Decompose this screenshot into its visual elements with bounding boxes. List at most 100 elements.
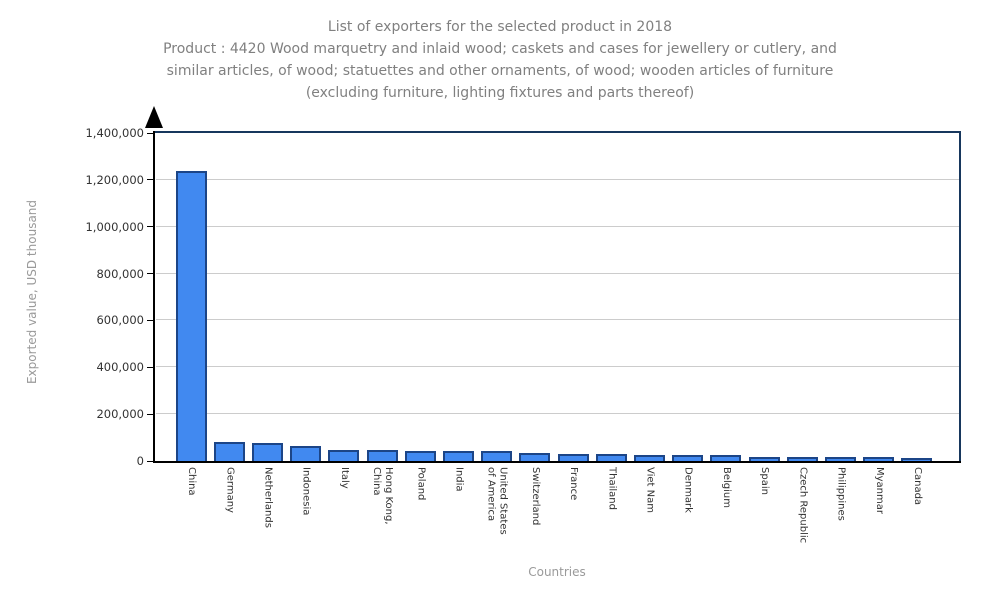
x-axis-line xyxy=(153,461,961,463)
bar xyxy=(213,441,245,461)
bar xyxy=(175,171,207,461)
bar xyxy=(481,451,513,461)
x-category-label: Indonesia xyxy=(300,467,312,516)
bar-slot xyxy=(821,133,859,461)
gridline xyxy=(156,366,959,368)
bar-slot xyxy=(516,133,554,461)
plot-border-top xyxy=(153,131,961,133)
x-category-label: China xyxy=(186,467,198,496)
gridline xyxy=(156,413,959,415)
x-category-label: Germany xyxy=(224,467,236,513)
bar-slot xyxy=(287,133,325,461)
x-label-slot: Canada xyxy=(898,467,936,505)
chart-subtitle-line: similar articles, of wood; statuettes an… xyxy=(166,63,834,79)
x-category-label: Hong Kong, China xyxy=(371,467,395,525)
y-tick-mark xyxy=(147,226,154,228)
y-tick-mark xyxy=(147,179,154,181)
x-label-slot: India xyxy=(439,467,477,492)
x-category-label: Netherlands xyxy=(262,467,274,528)
y-axis-ticks: 0 200,000 400,000 600,000 800,000 1,000,000 1,… xyxy=(0,0,156,600)
bar-slot xyxy=(669,133,707,461)
bar xyxy=(672,455,704,461)
y-tick-label: 1,200,000 xyxy=(85,172,144,187)
bar xyxy=(557,453,589,461)
bar xyxy=(710,455,742,461)
bar xyxy=(634,454,666,461)
bar-slot xyxy=(439,133,477,461)
bar xyxy=(825,457,857,461)
gridline xyxy=(156,272,959,274)
bar-slot xyxy=(707,133,745,461)
x-category-label: Italy xyxy=(338,467,350,489)
x-label-slot: Hong Kong, China xyxy=(363,467,401,525)
y-axis-arrow-icon xyxy=(145,106,163,128)
chart-subtitle-line: (excluding furniture, lighting fixtures … xyxy=(305,85,695,101)
bar-slot xyxy=(898,133,936,461)
x-label-slot: Thailand xyxy=(592,467,630,510)
bar-slot xyxy=(363,133,401,461)
chart-title: List of exporters for the selected produ… xyxy=(327,19,673,35)
y-tick-mark xyxy=(147,319,154,321)
x-label-slot: United States of America xyxy=(478,467,516,535)
bar-slot xyxy=(325,133,363,461)
x-label-slot: Spain xyxy=(745,467,783,495)
y-tick-mark xyxy=(147,273,154,275)
y-axis-title: Exported value, USD thousand xyxy=(25,199,39,385)
bar-slot xyxy=(860,133,898,461)
y-tick-mark xyxy=(147,413,154,415)
x-label-slot: Indonesia xyxy=(287,467,325,515)
y-tick-label: 1,000,000 xyxy=(85,219,144,234)
x-label-slot: France xyxy=(554,467,592,500)
plot-gridlines xyxy=(156,133,959,461)
bar xyxy=(748,456,780,461)
bar-slot xyxy=(592,133,630,461)
y-tick-mark xyxy=(147,132,154,134)
x-category-label: Denmark xyxy=(682,467,694,513)
x-category-label: United States of America xyxy=(485,467,509,535)
x-category-label: Switzerland xyxy=(529,467,541,526)
x-label-slot: Myanmar xyxy=(860,467,898,514)
bar xyxy=(404,450,436,461)
x-label-slot: China xyxy=(172,467,210,496)
bar xyxy=(443,451,475,461)
x-label-slot: Denmark xyxy=(669,467,707,513)
bar xyxy=(366,450,398,461)
y-tick-label: 800,000 xyxy=(96,266,144,281)
x-category-label: Belgium xyxy=(720,467,732,508)
x-label-slot: Poland xyxy=(401,467,439,500)
gridline xyxy=(156,225,959,227)
bar-slot xyxy=(210,133,248,461)
x-label-slot: Czech Republic xyxy=(783,467,821,543)
x-label-slot: Belgium xyxy=(707,467,745,508)
bar-slot xyxy=(172,133,210,461)
x-label-slot: Philippines xyxy=(821,467,859,521)
bar-slot xyxy=(554,133,592,461)
bar xyxy=(252,443,283,461)
y-tick-label: 1,400,000 xyxy=(85,126,144,140)
gridline xyxy=(156,178,959,180)
y-tick-mark xyxy=(147,460,154,462)
x-label-slot: Switzerland xyxy=(516,467,554,525)
y-tick-label: 400,000 xyxy=(96,360,144,375)
bar xyxy=(519,452,551,461)
chart-subtitle: Product : 4420 Wood marquetry and inlaid… xyxy=(0,38,1000,104)
y-tick-mark xyxy=(147,366,154,368)
bar-slot xyxy=(745,133,783,461)
y-tick-label: 600,000 xyxy=(96,313,144,328)
bar-slot xyxy=(783,133,821,461)
x-category-label: Thailand xyxy=(606,467,618,510)
bar xyxy=(901,457,933,461)
plot-bars xyxy=(172,133,936,461)
x-category-label: Czech Republic xyxy=(797,467,809,544)
bar-slot xyxy=(630,133,668,461)
x-category-label: Poland xyxy=(415,467,427,501)
x-category-label: France xyxy=(568,467,580,501)
x-axis-title: Countries xyxy=(528,565,586,579)
x-category-label: Philippines xyxy=(835,467,847,521)
x-label-slot: Italy xyxy=(325,467,363,489)
bar xyxy=(595,454,627,461)
x-category-label: Viet Nam xyxy=(644,467,656,514)
y-tick-label: 0 xyxy=(136,454,144,468)
x-category-label: Myanmar xyxy=(873,467,885,514)
